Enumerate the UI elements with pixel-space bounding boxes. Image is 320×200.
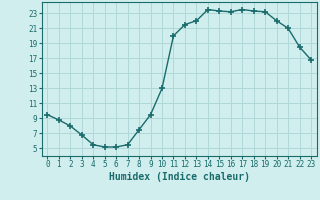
X-axis label: Humidex (Indice chaleur): Humidex (Indice chaleur) — [109, 172, 250, 182]
